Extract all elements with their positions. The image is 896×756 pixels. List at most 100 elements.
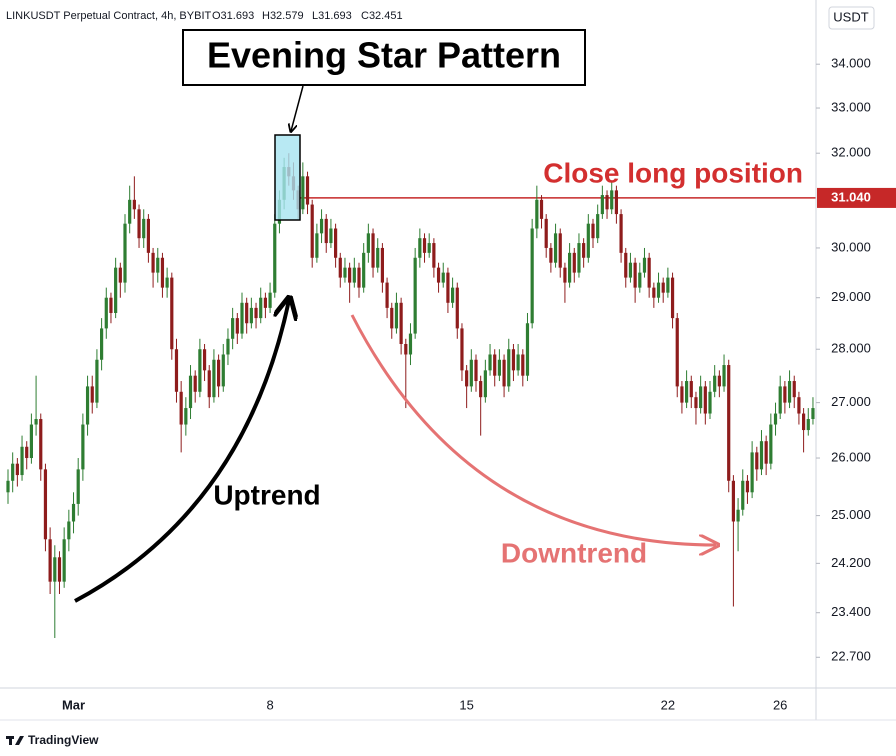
candle-body bbox=[315, 233, 319, 258]
candle-body bbox=[638, 272, 642, 288]
candle-body bbox=[254, 307, 258, 319]
candle-body bbox=[114, 267, 118, 313]
symbol-title: LINKUSDT Perpetual Contract, 4h, BYBIT bbox=[6, 10, 211, 22]
candle-body bbox=[750, 452, 754, 493]
candle-body bbox=[488, 354, 492, 371]
candle-body bbox=[755, 452, 759, 470]
pattern-label: Evening Star Pattern bbox=[207, 35, 561, 76]
pattern-box bbox=[182, 29, 586, 86]
candle-body bbox=[736, 509, 740, 522]
candle-body bbox=[109, 297, 113, 313]
candle-body bbox=[446, 272, 450, 303]
brand-logo[interactable]: TradingView bbox=[6, 733, 99, 747]
candle-body bbox=[39, 419, 43, 470]
pattern-highlight bbox=[274, 134, 301, 221]
candle-body bbox=[577, 243, 581, 273]
candle-body bbox=[207, 370, 211, 398]
candle-body bbox=[493, 354, 497, 376]
candle-body bbox=[427, 243, 431, 253]
candle-body bbox=[165, 277, 169, 288]
candle-body bbox=[436, 267, 441, 283]
candle-body bbox=[390, 307, 394, 329]
candle-body bbox=[731, 480, 735, 522]
candle-body bbox=[558, 233, 562, 268]
candle-body bbox=[100, 328, 104, 360]
candle-body bbox=[324, 218, 328, 244]
candle-body bbox=[516, 354, 520, 371]
candle-body bbox=[666, 277, 670, 293]
candle-body bbox=[811, 408, 815, 420]
candle-body bbox=[549, 247, 553, 263]
candle-body bbox=[259, 297, 263, 319]
candle-body bbox=[745, 480, 750, 493]
y-tick-label: 34.000 bbox=[831, 56, 871, 71]
candle-body bbox=[802, 413, 806, 431]
candle-body bbox=[146, 218, 150, 253]
candle-body bbox=[81, 424, 85, 470]
candle-body bbox=[633, 262, 637, 288]
currency-button[interactable] bbox=[828, 6, 875, 30]
candle-body bbox=[694, 397, 698, 409]
candle-body bbox=[699, 386, 703, 409]
candle-body bbox=[123, 223, 127, 283]
candle-body bbox=[20, 446, 24, 476]
candle-body bbox=[418, 238, 422, 258]
candle-body bbox=[455, 287, 459, 329]
candle-body bbox=[268, 292, 272, 308]
candle-body bbox=[142, 218, 146, 239]
candle-body bbox=[151, 252, 155, 273]
candle-body bbox=[451, 287, 455, 303]
candle-body bbox=[432, 243, 436, 268]
candle-body bbox=[362, 252, 366, 288]
downtrend-label: Downtrend bbox=[501, 537, 647, 568]
candle-body bbox=[806, 419, 810, 431]
candle-body bbox=[563, 267, 567, 283]
candle-body bbox=[338, 257, 342, 278]
candle-body bbox=[376, 247, 380, 268]
candle-body bbox=[343, 267, 347, 278]
y-tick-label: 23.400 bbox=[831, 604, 871, 619]
candle-body bbox=[741, 480, 745, 510]
candle-body bbox=[221, 354, 225, 387]
hline-price-label: 31.040 bbox=[831, 189, 871, 204]
ohlc-low: L31.693 bbox=[312, 10, 352, 22]
candle-body bbox=[408, 333, 413, 355]
candle-body bbox=[441, 272, 445, 283]
candle-body bbox=[132, 199, 136, 210]
x-tick-label: 26 bbox=[773, 697, 787, 712]
candle-body bbox=[628, 262, 633, 278]
candle-body bbox=[53, 557, 57, 582]
candle-body bbox=[6, 480, 10, 493]
candle-body bbox=[568, 252, 572, 283]
candle-body bbox=[474, 359, 478, 382]
candle-body bbox=[530, 228, 534, 324]
candle-body bbox=[652, 287, 656, 298]
candle-body bbox=[511, 349, 516, 371]
candle-body bbox=[797, 397, 801, 414]
candle-body bbox=[759, 441, 764, 470]
ohlc-close: C32.451 bbox=[361, 10, 403, 22]
candle-body bbox=[591, 223, 595, 239]
candle-body bbox=[708, 391, 712, 414]
candle-body bbox=[348, 267, 352, 283]
candle-body bbox=[352, 267, 356, 283]
candle-body bbox=[67, 521, 71, 540]
currency-label[interactable]: USDT bbox=[833, 9, 868, 24]
candle-body bbox=[399, 302, 403, 344]
candle-body bbox=[366, 233, 370, 253]
candle-body bbox=[319, 218, 324, 234]
ohlc-high: H32.579 bbox=[262, 10, 304, 22]
candle-body bbox=[572, 252, 576, 273]
x-tick-label: Mar bbox=[62, 697, 85, 712]
candle-body bbox=[301, 176, 305, 210]
candle-body bbox=[614, 190, 618, 215]
candle-body bbox=[787, 381, 792, 403]
brand-name[interactable]: TradingView bbox=[28, 733, 99, 747]
candle-body bbox=[703, 386, 707, 414]
candle-body bbox=[202, 349, 207, 371]
candle-body bbox=[465, 370, 469, 387]
candle-body bbox=[231, 318, 235, 339]
candle-body bbox=[245, 302, 249, 324]
candle-body bbox=[670, 277, 675, 319]
